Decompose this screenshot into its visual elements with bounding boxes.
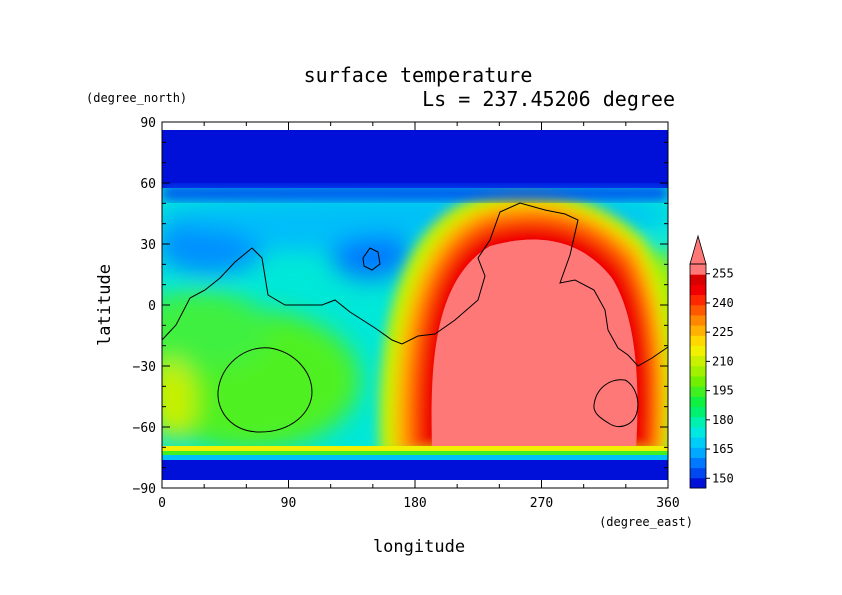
colorbar-label: 225 <box>712 325 734 339</box>
colorbar-segment <box>690 376 706 387</box>
topography-contours <box>161 202 669 433</box>
colorbar-segment <box>690 457 706 469</box>
chart-subtitle: Ls = 237.45206 degree <box>422 87 675 111</box>
y-tick-label: 0 <box>148 299 156 314</box>
colorbar-segment <box>690 477 706 489</box>
south-cap-blue <box>162 460 668 480</box>
colorbar-labels: 255 240 225 210 195 180 165 150 <box>706 267 734 485</box>
colorbar-segment <box>690 294 706 306</box>
colorbar-segment <box>690 355 706 367</box>
colorbar-label: 240 <box>712 296 734 310</box>
chart-title: surface temperature <box>304 63 533 87</box>
x-units-label: (degree_east) <box>599 515 693 529</box>
x-axis-ticks <box>161 122 669 488</box>
field-west-mid <box>162 290 270 370</box>
colorbar-segment <box>690 437 706 448</box>
colorbar-label: 150 <box>712 471 734 485</box>
colorbar-segment <box>690 325 706 336</box>
colorbar-label: 195 <box>712 384 734 398</box>
colorbar-segment <box>690 274 706 285</box>
north-cap-transition <box>162 186 668 200</box>
y-tick-label: −60 <box>133 421 156 436</box>
colorbar-segment <box>690 335 706 346</box>
colorbar-segment <box>690 426 706 438</box>
colorbar-segment <box>690 467 706 479</box>
y-tick-label: −90 <box>133 482 156 497</box>
colorbar-label: 180 <box>712 413 734 427</box>
colorbar-segment <box>690 396 706 408</box>
colorbar-segment <box>690 345 706 357</box>
x-tick-label: 90 <box>281 496 297 511</box>
field-far-west-warm <box>162 360 196 440</box>
x-axis-label: longitude <box>373 537 465 557</box>
south-edge-yellow <box>162 446 668 451</box>
y-tick-label: 90 <box>140 116 156 131</box>
colorbar-segment <box>690 386 706 397</box>
warm-core <box>431 239 638 448</box>
colorbar-segment <box>690 406 706 418</box>
y-units-label: (degree_north) <box>86 91 187 105</box>
colorbar-overflow-triangle <box>689 234 707 265</box>
north-cap-blue <box>162 130 668 188</box>
x-axis-tick-labels: 0 90 180 270 360 <box>158 496 680 511</box>
contour-loop-southwest <box>217 347 313 433</box>
x-tick-label: 360 <box>656 496 679 511</box>
colorbar-segment <box>690 314 706 326</box>
colorbar-segment <box>690 264 706 275</box>
contour-line-main <box>161 202 669 367</box>
x-tick-label: 180 <box>403 496 426 511</box>
colorbar <box>689 234 707 489</box>
colorbar-segment <box>690 284 706 296</box>
colorbar-segment <box>690 365 706 377</box>
south-edge-green <box>162 451 668 455</box>
y-tick-label: 30 <box>140 238 156 253</box>
colorbar-segment <box>690 304 706 316</box>
y-axis-label: latitude <box>95 264 115 346</box>
y-tick-label: 60 <box>140 177 156 192</box>
y-axis-ticks <box>162 121 668 489</box>
colorbar-segment <box>690 416 706 428</box>
contour-loop-southeast <box>593 379 639 427</box>
colorbar-label: 210 <box>712 354 734 368</box>
y-axis-tick-labels: 90 60 30 0 −30 −60 −90 <box>133 116 156 497</box>
colorbar-segment <box>690 447 706 458</box>
south-edge-cyan <box>162 455 668 460</box>
colorbar-label: 165 <box>712 442 734 456</box>
x-tick-label: 270 <box>530 496 553 511</box>
contour-loop-small <box>362 247 381 271</box>
colorbar-label: 255 <box>712 267 734 281</box>
colorbar-frame <box>689 263 707 489</box>
heatmap-field <box>162 130 668 480</box>
y-tick-label: −30 <box>133 360 156 375</box>
x-tick-label: 0 <box>158 496 166 511</box>
